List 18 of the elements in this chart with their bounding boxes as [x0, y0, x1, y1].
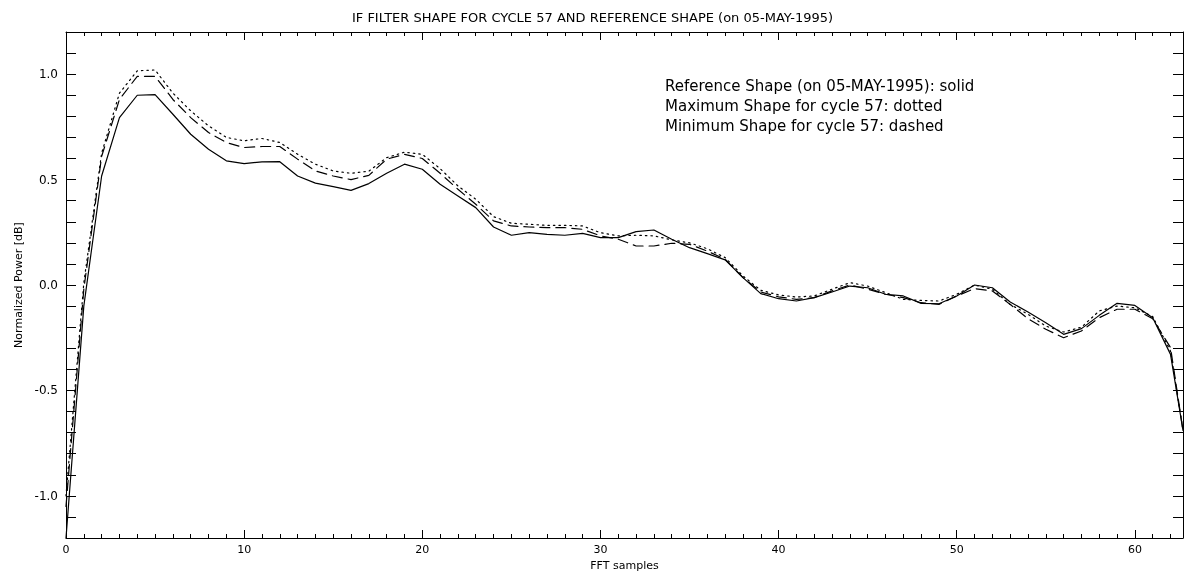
x-tick-label: 0 — [62, 543, 70, 556]
y-tick-label: 1.0 — [38, 67, 58, 82]
chart-title: IF FILTER SHAPE FOR CYCLE 57 AND REFERENCE SHAPE (on 05-MAY-1995) — [351, 10, 834, 25]
x-tick-label: 60 — [1127, 543, 1142, 556]
x-tick-label: 30 — [593, 543, 608, 556]
annotation: Reference Shape (on 05-MAY-1995): solid — [665, 76, 975, 95]
y-tick-label: 0.0 — [38, 278, 58, 292]
y-tick-label: 0.5 — [38, 172, 58, 187]
y-tick-label: -0.5 — [34, 383, 58, 398]
y-axis-title: Normalized Power [dB] — [11, 222, 25, 348]
annotation: Minimum Shape for cycle 57: dashed — [665, 116, 944, 135]
x-axis-title: FFT samples — [590, 558, 659, 572]
annotation: Maximum Shape for cycle 57: dotted — [665, 96, 943, 115]
y-tick-label: -1.0 — [34, 488, 58, 503]
x-tick-label: 50 — [949, 543, 964, 556]
x-tick-label: 40 — [771, 543, 786, 556]
x-tick-label: 10 — [237, 543, 252, 556]
x-tick-label: 20 — [415, 543, 430, 556]
